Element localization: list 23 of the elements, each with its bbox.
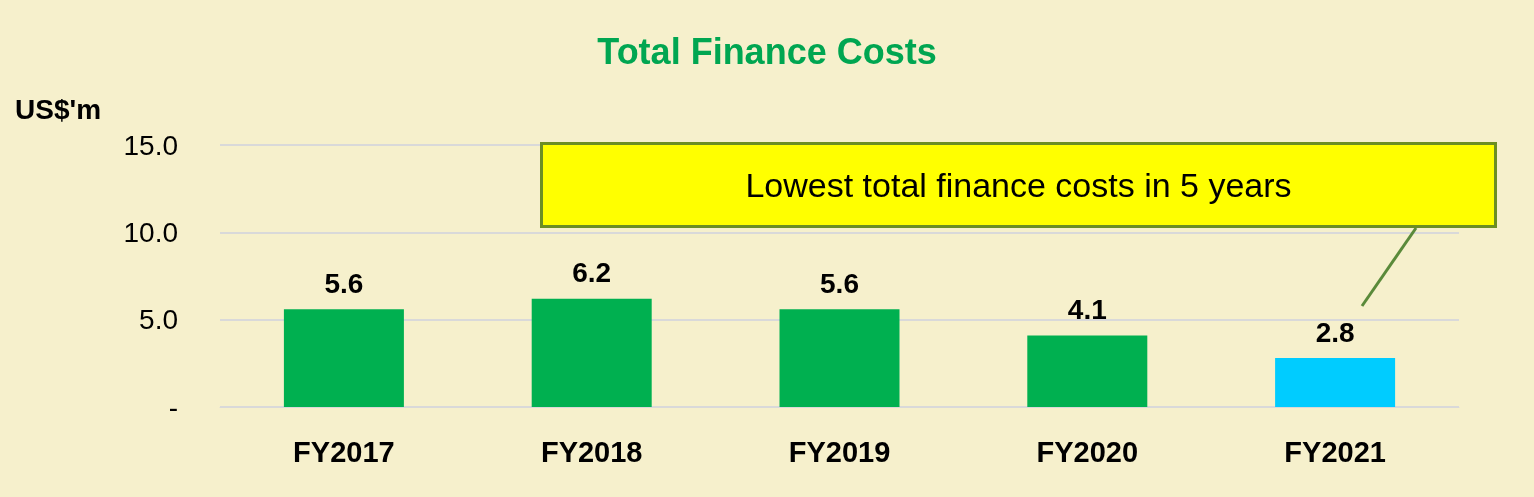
x-tick-label: FY2019 <box>788 435 891 468</box>
bar <box>283 309 404 407</box>
data-label: 5.6 <box>324 267 364 299</box>
x-tick-label: FY2017 <box>293 435 395 468</box>
y-tick-label: 10.0 <box>123 216 178 248</box>
chart-title: Total Finance Costs <box>597 30 937 72</box>
data-label: 6.2 <box>572 257 612 289</box>
y-tick-label: 15.0 <box>123 129 178 161</box>
x-tick-label: FY2021 <box>1284 435 1386 468</box>
data-label: 5.6 <box>820 267 859 299</box>
y-tick-label: - <box>168 391 178 423</box>
y-tick-label: 5.0 <box>139 304 178 336</box>
bar <box>779 309 900 407</box>
bar <box>531 298 652 407</box>
data-label: 4.1 <box>1067 293 1107 325</box>
callout-box: Lowest total finance costs in 5 years <box>540 142 1497 228</box>
x-tick-label: FY2018 <box>540 435 643 468</box>
bar <box>1275 358 1396 407</box>
x-tick-label: FY2020 <box>1036 435 1139 468</box>
bar <box>1027 335 1148 407</box>
annotation: Lowest total finance costs in 5 years <box>745 165 1292 205</box>
y-axis-title: US$'m <box>15 93 102 125</box>
data-label: 2.8 <box>1315 316 1355 348</box>
